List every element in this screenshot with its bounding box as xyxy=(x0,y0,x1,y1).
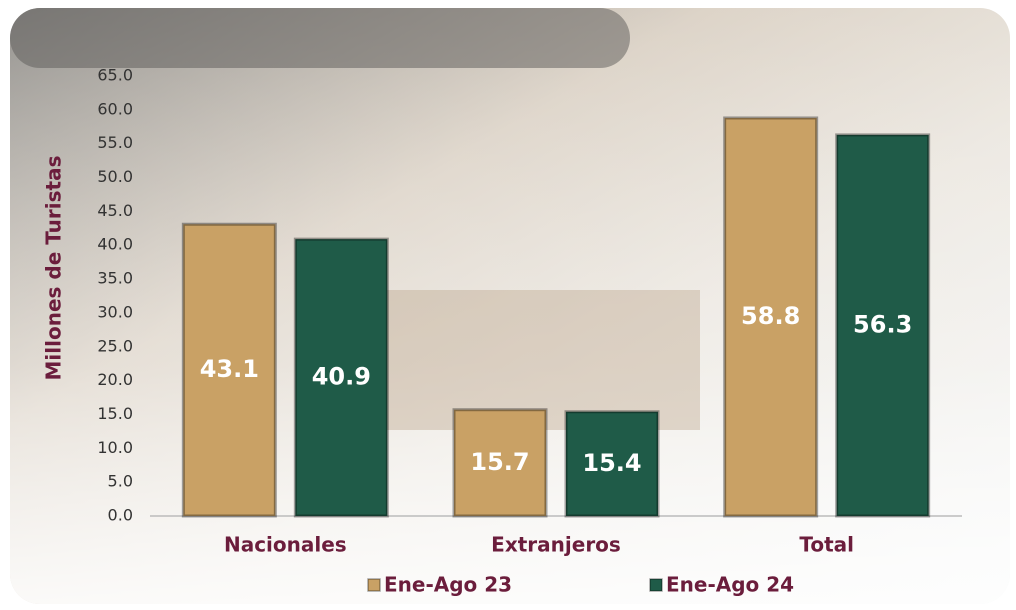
y-tick-label: 60.0 xyxy=(97,99,133,118)
y-axis-label: Millones de Turistas xyxy=(42,156,66,381)
x-tick-label: Total xyxy=(799,533,854,557)
y-tick-label: 20.0 xyxy=(97,370,133,389)
legend-swatch xyxy=(367,578,381,592)
legend-swatch xyxy=(649,578,663,592)
x-tick-label: Nacionales xyxy=(224,533,347,557)
bar xyxy=(564,410,660,518)
bar xyxy=(181,222,277,518)
y-tick-label: 5.0 xyxy=(108,472,133,491)
bar xyxy=(723,116,819,518)
value-label: 43.1 xyxy=(200,355,259,383)
value-label: 56.3 xyxy=(853,310,912,338)
y-tick-label: 40.0 xyxy=(97,235,133,254)
legend-label: Ene-Ago 24 xyxy=(666,573,794,597)
bar xyxy=(452,408,548,518)
value-label: 58.8 xyxy=(741,302,800,330)
bar xyxy=(293,237,389,518)
y-tick-label: 55.0 xyxy=(97,133,133,152)
y-tick-label: 25.0 xyxy=(97,336,133,355)
value-label: 40.9 xyxy=(312,363,371,391)
value-label: 15.7 xyxy=(470,448,529,476)
y-tick-label: 35.0 xyxy=(97,269,133,288)
ceiling xyxy=(10,8,630,68)
bar xyxy=(835,133,931,518)
y-tick-label: 10.0 xyxy=(97,438,133,457)
value-label: 15.4 xyxy=(582,449,641,477)
reception-desk xyxy=(380,290,700,430)
x-tick-label: Extranjeros xyxy=(491,533,621,557)
y-tick-label: 45.0 xyxy=(97,201,133,220)
y-tick-label: 65.0 xyxy=(97,66,133,85)
y-tick-label: 50.0 xyxy=(97,167,133,186)
y-tick-label: 15.0 xyxy=(97,404,133,423)
legend-label: Ene-Ago 23 xyxy=(384,573,512,597)
y-tick-label: 30.0 xyxy=(97,302,133,321)
y-tick-label: 0.0 xyxy=(108,506,133,525)
